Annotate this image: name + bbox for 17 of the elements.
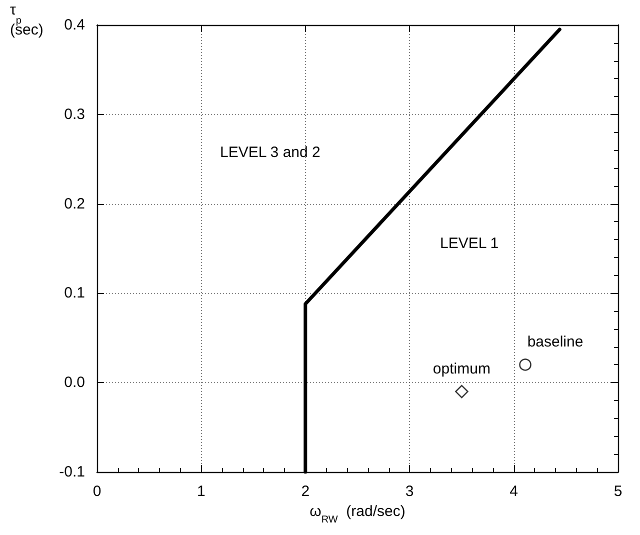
annotation: LEVEL 3 and 2 (220, 144, 320, 161)
x-tick-label: 1 (197, 483, 206, 500)
annotation: baseline (527, 334, 584, 351)
x-tick-label: 5 (614, 483, 622, 500)
y-axis-title: τp (sec) (10, 2, 44, 38)
x-tick-label: 2 (301, 483, 310, 500)
x-tick-label: 0 (92, 483, 102, 500)
y-tick-label: 0.2 (64, 195, 85, 212)
x-tick-label: 4 (510, 483, 518, 500)
y-tick-label: 0.0 (64, 374, 85, 392)
y-tick-label: 0.3 (64, 106, 85, 123)
y-tick-label: 0.4 (64, 16, 85, 34)
annotation: optimum (432, 360, 490, 378)
y-tick-label: 0.1 (64, 284, 85, 302)
y-tick-label: -0.1 (59, 464, 85, 480)
annotation: LEVEL 1 (440, 235, 499, 252)
x-tick-label: 3 (405, 483, 414, 500)
